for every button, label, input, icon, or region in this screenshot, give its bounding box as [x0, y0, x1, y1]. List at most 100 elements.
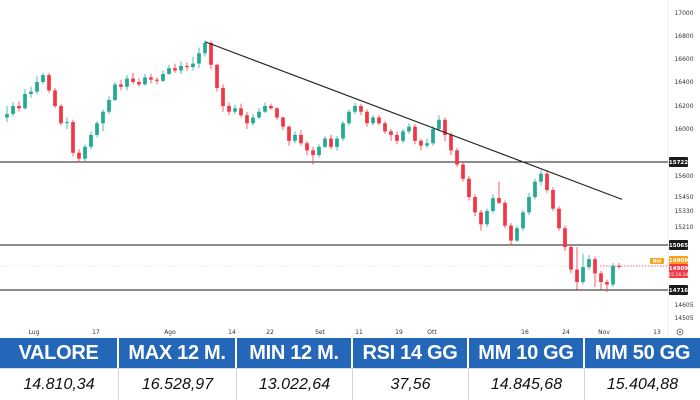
candle-body-90: [545, 173, 549, 190]
candle-body-70: [425, 143, 429, 146]
trendline: [204, 41, 623, 200]
stats-value-mm10: 14.845,68: [469, 369, 585, 400]
candle-body-66: [401, 131, 405, 141]
candle-body-18: [113, 84, 117, 100]
candle-body-65: [395, 134, 399, 141]
candle-body-15: [95, 123, 99, 135]
x-tick-1: 17: [92, 329, 100, 336]
stats-header-mm10: MM 10 GG: [469, 338, 585, 368]
candle-body-14: [89, 134, 93, 147]
stats-header-row: VALORE MAX 12 M. MIN 12 M. RSI 14 GG MM …: [0, 338, 700, 368]
candle-body-60: [365, 111, 369, 124]
current-price-box: [669, 264, 688, 278]
stats-header-mm50: MM 50 GG: [585, 338, 700, 368]
level-tag-14716: [669, 285, 688, 295]
level-label-15722: 15722: [669, 160, 688, 166]
candle-body-23: [143, 77, 147, 85]
y-tick-14605: 14605: [674, 302, 693, 309]
candle-body-68: [413, 126, 417, 141]
candle-body-17: [107, 100, 111, 112]
candle-body-67: [407, 126, 411, 132]
candle-body-35: [215, 64, 219, 88]
x-tick-4: 22: [266, 329, 274, 336]
candle-body-53: [323, 138, 327, 147]
candle-body-48: [293, 134, 297, 141]
candle-body-10: [65, 122, 69, 124]
candle-body-95: [575, 269, 579, 283]
candle-body-54: [329, 138, 333, 147]
candle-body-99: [599, 273, 603, 283]
candle-body-87: [527, 197, 531, 213]
candle-body-29: [179, 65, 183, 71]
bid-tag-label: Bid: [653, 259, 661, 265]
current-price-label: 14909: [669, 266, 688, 272]
y-tick-16200: 16200: [674, 103, 693, 110]
stats-table: VALORE MAX 12 M. MIN 12 M. RSI 14 GG MM …: [0, 338, 700, 400]
candle-body-86: [521, 212, 525, 229]
x-tick-0: Lug: [29, 329, 40, 336]
candle-body-21: [131, 78, 135, 82]
candle-body-12: [77, 152, 81, 159]
y-tick-16800: 16800: [674, 33, 693, 40]
candle-body-98: [593, 259, 597, 274]
candle-body-25: [155, 79, 159, 81]
candle-body-74: [449, 134, 453, 151]
stats-value-min: 13.022,64: [237, 369, 353, 400]
candle-body-82: [497, 198, 501, 203]
candle-body-4: [29, 91, 33, 94]
candle-body-64: [389, 131, 393, 135]
candle-body-13: [83, 146, 87, 159]
candle-body-19: [119, 84, 123, 87]
price-chart: 15722 15065 14716 17000 16800 16600 16400 16200…: [0, 0, 694, 338]
level-tag-15065: [669, 240, 688, 250]
candle-body-71: [431, 129, 435, 144]
candle-body-94: [569, 247, 573, 270]
candle-body-63: [383, 123, 387, 132]
y-tick-16400: 16400: [674, 79, 693, 86]
candle-body-28: [173, 68, 177, 71]
candle-body-80: [485, 211, 489, 225]
candle-body-46: [281, 117, 285, 127]
settings-gear-icon: [676, 328, 684, 336]
candle-body-84: [509, 225, 513, 241]
candle-body-88: [533, 181, 537, 197]
x-tick-9: 16: [521, 329, 529, 336]
candle-body-44: [269, 106, 273, 109]
candle-body-43: [263, 106, 267, 112]
level-tag-15722: [669, 157, 688, 167]
candle-body-49: [299, 134, 303, 144]
y-tick-15450: 15450: [674, 194, 693, 201]
x-tick-6: 11: [355, 329, 363, 336]
candle-body-31: [191, 63, 195, 68]
level-label-15065: 15065: [669, 243, 688, 249]
candle-body-62: [377, 117, 381, 124]
candle-body-75: [455, 150, 459, 165]
candle-body-89: [539, 173, 543, 182]
candle-body-30: [185, 65, 189, 68]
candle-body-38: [233, 108, 237, 112]
y-tick-16600: 16600: [674, 56, 693, 63]
candle-body-56: [341, 123, 345, 139]
x-tick-11: Nov: [598, 329, 610, 336]
settings-gear-icon-center: [679, 331, 681, 333]
candle-body-55: [335, 138, 339, 147]
current-price-top-box: [669, 256, 688, 264]
candle-body-6: [41, 75, 45, 82]
y-tick-14505: 14505: [674, 315, 693, 322]
candle-body-3: [23, 94, 27, 109]
candle-body-9: [59, 106, 63, 124]
candle-body-36: [221, 88, 225, 106]
candle-body-61: [371, 117, 375, 124]
candle-body-26: [161, 73, 165, 81]
stats-header-max: MAX 12 M.: [119, 338, 237, 368]
stats-value-row: 14.810,34 16.528,97 13.022,64 37,56 14.8…: [0, 368, 700, 400]
candle-body-37: [227, 106, 231, 112]
candle-body-39: [239, 108, 243, 116]
chart-svg: 15722 15065 14716 17000 16800 16600 16400 16200…: [0, 0, 694, 338]
candle-body-41: [251, 117, 255, 124]
candle-body-33: [203, 42, 207, 54]
candle-body-34: [209, 42, 213, 65]
stats-value-mm50: 15.404,88: [585, 369, 700, 400]
candle-body-5: [35, 82, 39, 92]
candle-body-93: [563, 228, 567, 248]
